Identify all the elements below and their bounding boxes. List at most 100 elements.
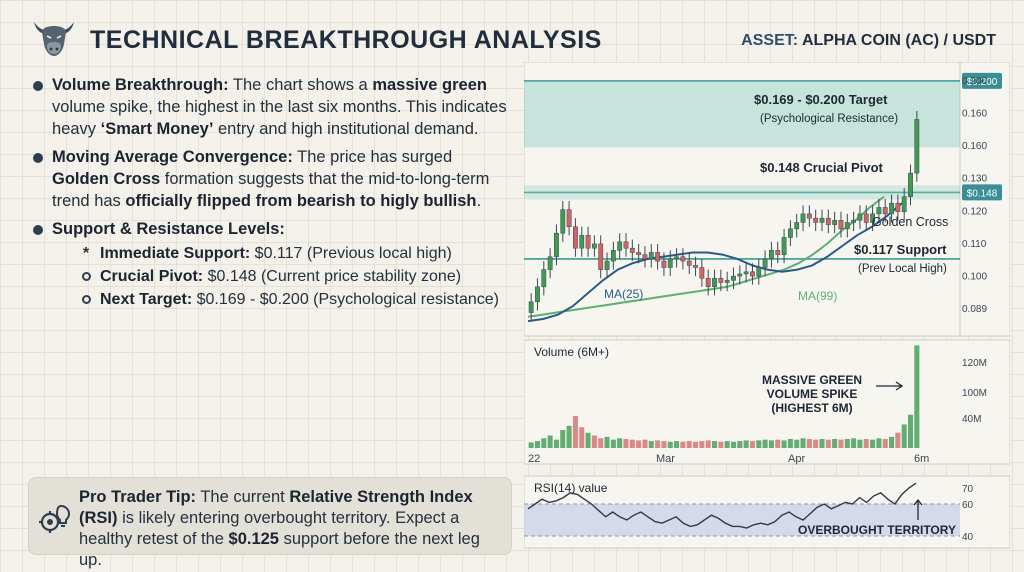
time-tick: Apr <box>788 453 805 465</box>
levels-list: * Immediate Support: $0.117 (Previous loc… <box>52 242 512 311</box>
candle <box>825 217 831 225</box>
candle <box>686 260 692 266</box>
candle <box>535 286 540 303</box>
rsi-title: RSI(14) value <box>534 481 608 495</box>
ma25-line <box>527 202 903 323</box>
price-tick: 0.100 <box>962 271 987 282</box>
volume-bar <box>870 439 876 448</box>
volume-bar <box>730 441 737 448</box>
volume-tick: 120M <box>962 358 987 369</box>
header: TECHNICAL BREAKTHROUGH ANALYSIS ASSET: A… <box>0 0 1024 68</box>
candle <box>863 213 869 223</box>
candle <box>750 271 755 277</box>
level-tag <box>962 184 1002 201</box>
rsi-annotation: OVERBOUGHT TERRITORY <box>798 523 956 537</box>
volume-annotation: MASSIVE GREEN <box>762 373 862 387</box>
ma99-label: MA(99) <box>798 289 837 303</box>
volume-bar <box>711 441 718 448</box>
candle <box>870 213 875 223</box>
candle <box>591 243 597 249</box>
volume-bar <box>762 439 768 448</box>
volume-bar <box>832 438 838 448</box>
volume-bar <box>882 438 888 448</box>
ma-bullet: Moving Average Convergence: The price ha… <box>30 146 512 212</box>
candle <box>787 228 793 238</box>
volume-tick: 40M <box>962 414 981 425</box>
volume-bar <box>547 435 553 448</box>
candle <box>610 250 616 262</box>
candle <box>699 267 705 279</box>
candle <box>832 220 838 225</box>
candle <box>598 243 604 270</box>
volume-bar <box>895 432 901 448</box>
golden-cross-label: Golden Cross <box>872 215 948 229</box>
target-title: $0.169 - $0.200 Target <box>754 92 888 107</box>
ma25-label: MA(25) <box>604 287 643 301</box>
volume-bar <box>876 438 882 448</box>
level-tag-label: $0.148 <box>967 188 998 199</box>
candle <box>794 222 800 230</box>
volume-bar <box>851 438 857 448</box>
pro-tip-box: Pro Trader Tip: The current Relative Str… <box>28 477 512 569</box>
candle <box>712 277 717 288</box>
price-tick: 0.110 <box>962 239 987 250</box>
candle <box>636 252 642 255</box>
target-zone <box>524 80 960 148</box>
volume-bar <box>655 440 661 448</box>
chart-svg: $0.200 $0.148 0.200 0.160 0.160 0.130 0.120 0.1… <box>524 62 1010 549</box>
candle <box>857 213 863 221</box>
volume-bar <box>718 441 724 448</box>
candle <box>585 235 591 249</box>
candle <box>528 301 534 313</box>
volume-bar <box>914 345 920 448</box>
price-tick: 0.130 <box>962 174 987 185</box>
volume-bar <box>705 440 711 448</box>
candle <box>851 220 857 223</box>
candle <box>680 256 686 262</box>
candle <box>547 256 553 270</box>
volume-title: Volume (6M+) <box>534 345 609 359</box>
candle <box>737 273 743 277</box>
page-title: TECHNICAL BREAKTHROUGH ANALYSIS <box>90 26 602 54</box>
candle <box>604 260 610 270</box>
candle <box>762 258 768 268</box>
candle <box>731 275 736 281</box>
volume-bar <box>585 432 591 448</box>
pro-tip-text: Pro Trader Tip: The current Relative Str… <box>79 488 480 569</box>
candle <box>617 241 623 251</box>
volume-bar <box>724 441 730 448</box>
volume-bar <box>844 438 850 448</box>
candle <box>623 241 629 249</box>
asset-prefix: ASSET: <box>741 32 799 49</box>
support-title: $0.117 Support <box>854 242 947 257</box>
candle <box>573 226 578 249</box>
ring-bullet-icon <box>81 295 91 304</box>
candle <box>655 252 661 262</box>
volume-bar <box>579 427 585 448</box>
up-arrow-icon <box>913 498 923 520</box>
candle <box>642 254 648 260</box>
volume-bar <box>648 441 654 448</box>
candle <box>560 209 566 234</box>
support-sub: (Prev Local High) <box>858 263 947 275</box>
volume-bar <box>528 442 534 448</box>
price-tick: 0.200 <box>962 76 987 87</box>
volume-bar <box>794 439 800 448</box>
volume-bar <box>623 438 629 448</box>
target-sub: (Psychological Resistance) <box>760 113 898 125</box>
candle <box>705 277 711 288</box>
candle <box>693 265 698 268</box>
time-tick: 6m <box>914 453 929 465</box>
levels-bullet: Support & Resistance Levels: * Immediate … <box>30 218 512 311</box>
volume-bar <box>863 438 869 448</box>
volume-bar <box>629 439 635 448</box>
volume-bar <box>591 435 597 448</box>
volume-bar <box>667 441 673 448</box>
candle <box>844 222 850 230</box>
volume-bar <box>781 440 787 448</box>
candle <box>889 202 894 215</box>
volume-bar <box>768 440 774 448</box>
volume-bar <box>813 439 819 448</box>
volume-bar <box>642 439 648 448</box>
volume-bar <box>699 441 705 448</box>
